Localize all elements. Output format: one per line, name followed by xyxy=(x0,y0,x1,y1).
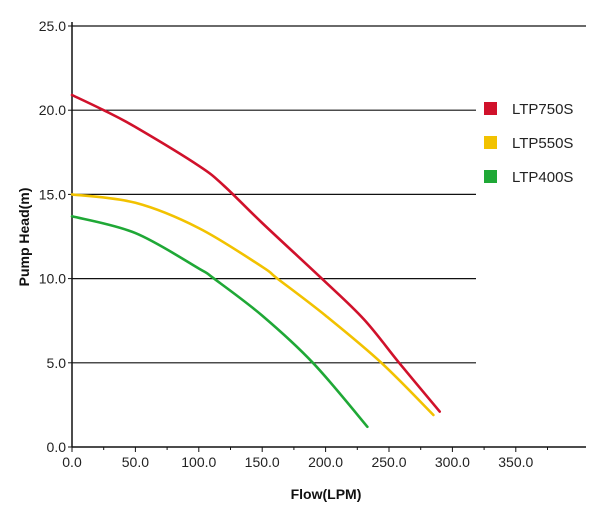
x-tick-label: 200.0 xyxy=(308,454,343,470)
grid xyxy=(72,25,586,364)
x-tick-label: 300.0 xyxy=(435,454,470,470)
y-tick-label: 5.0 xyxy=(47,355,67,371)
legend-label-ltp750s: LTP750S xyxy=(512,101,573,118)
tick-labels: 0.0 50.0 100.0 150.0 200.0 250.0 300.0 350.0 0.0… xyxy=(39,18,534,470)
series-line-ltp750s xyxy=(70,93,441,413)
series-line-ltp400s xyxy=(70,215,369,429)
series-line-ltp550s xyxy=(70,193,435,417)
x-tick-label: 0.0 xyxy=(62,454,82,470)
y-axis-title: Pump Head(m) xyxy=(16,188,32,287)
y-tick-label: 10.0 xyxy=(39,271,66,287)
legend-swatch-ltp550s xyxy=(484,136,497,149)
y-tick-label: 0.0 xyxy=(47,439,67,455)
x-axis-title: Flow(LPM) xyxy=(291,486,362,502)
legend-label-ltp400s: LTP400S xyxy=(512,169,573,186)
x-tick-label: 50.0 xyxy=(122,454,149,470)
y-tick-label: 20.0 xyxy=(39,102,66,118)
legend-swatch-ltp750s xyxy=(484,102,497,115)
y-tick-label: 15.0 xyxy=(39,186,66,202)
x-tick-label: 350.0 xyxy=(498,454,533,470)
axes xyxy=(68,22,586,452)
y-tick-label: 25.0 xyxy=(39,18,66,34)
x-tick-label: 250.0 xyxy=(371,454,406,470)
series xyxy=(70,93,441,429)
legend: LTP750S LTP550S LTP400S xyxy=(484,101,573,186)
x-tick-label: 100.0 xyxy=(181,454,216,470)
legend-swatch-ltp400s xyxy=(484,170,497,183)
legend-label-ltp550s: LTP550S xyxy=(512,135,573,152)
x-tick-label: 150.0 xyxy=(245,454,280,470)
